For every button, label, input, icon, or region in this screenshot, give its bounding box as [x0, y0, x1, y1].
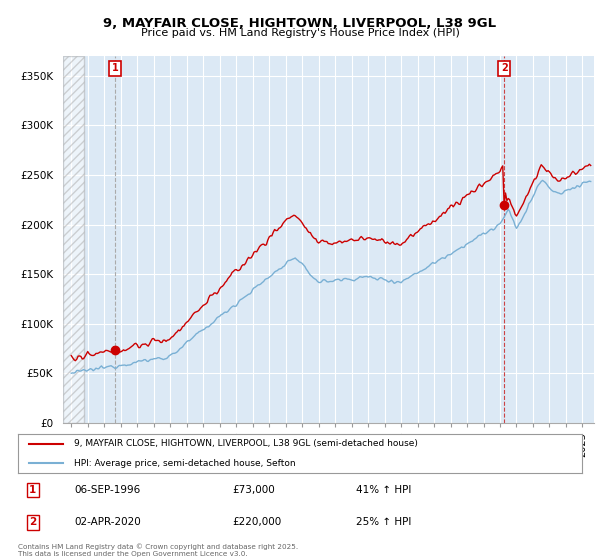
Text: 2: 2 [501, 63, 508, 73]
Text: 1: 1 [112, 63, 119, 73]
Text: £73,000: £73,000 [232, 485, 275, 495]
Text: 41% ↑ HPI: 41% ↑ HPI [356, 485, 412, 495]
Text: 9, MAYFAIR CLOSE, HIGHTOWN, LIVERPOOL, L38 9GL (semi-detached house): 9, MAYFAIR CLOSE, HIGHTOWN, LIVERPOOL, L… [74, 439, 418, 449]
Text: 2: 2 [29, 517, 37, 528]
Bar [63, 56, 83, 423]
Text: 02-APR-2020: 02-APR-2020 [74, 517, 141, 528]
Text: 06-SEP-1996: 06-SEP-1996 [74, 485, 140, 495]
Text: 9, MAYFAIR CLOSE, HIGHTOWN, LIVERPOOL, L38 9GL: 9, MAYFAIR CLOSE, HIGHTOWN, LIVERPOOL, L… [103, 17, 497, 30]
Text: 1: 1 [29, 485, 37, 495]
Text: Contains HM Land Registry data © Crown copyright and database right 2025.
This d: Contains HM Land Registry data © Crown c… [18, 543, 298, 557]
Text: HPI: Average price, semi-detached house, Sefton: HPI: Average price, semi-detached house,… [74, 459, 296, 468]
Text: Price paid vs. HM Land Registry's House Price Index (HPI): Price paid vs. HM Land Registry's House … [140, 28, 460, 38]
Text: 25% ↑ HPI: 25% ↑ HPI [356, 517, 412, 528]
Text: £220,000: £220,000 [232, 517, 281, 528]
